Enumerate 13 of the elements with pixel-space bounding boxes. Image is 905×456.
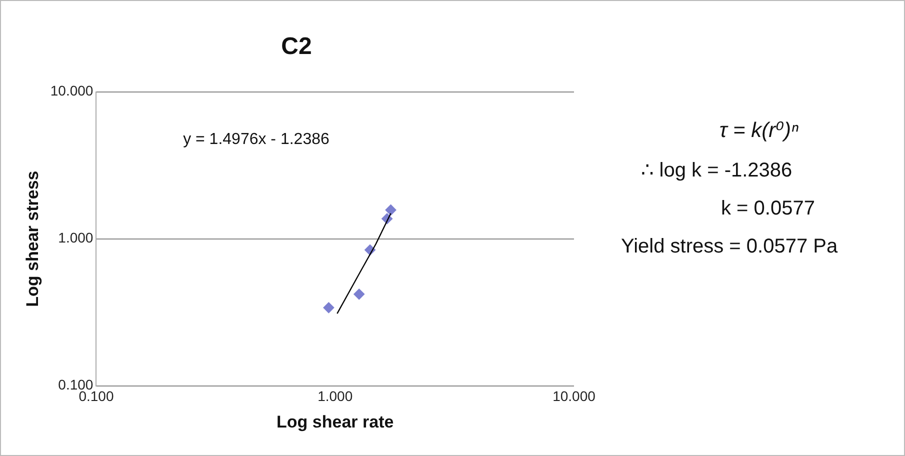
text: Yield stress = 0.0577 Pa	[621, 236, 838, 258]
text: k = 0.0577	[721, 198, 815, 220]
annotation: y = 1.4976x - 1.2386	[183, 131, 330, 148]
y-axis-title: Log shear stress	[22, 170, 42, 307]
y-tick-label: 1.000	[58, 230, 94, 246]
y-tick-label: 10.000	[50, 82, 94, 99]
text: τ = k(r⁰)ⁿ	[719, 118, 800, 142]
text: ∴ log k = -1.2386	[641, 160, 792, 182]
x-tick-label: 10.000	[552, 388, 596, 404]
chart-title: C2	[281, 33, 312, 60]
x-tick-label: 1.000	[318, 388, 353, 404]
x-tick-label: 0.100	[78, 388, 114, 404]
x-axis-title: Log shear rate	[276, 412, 394, 432]
